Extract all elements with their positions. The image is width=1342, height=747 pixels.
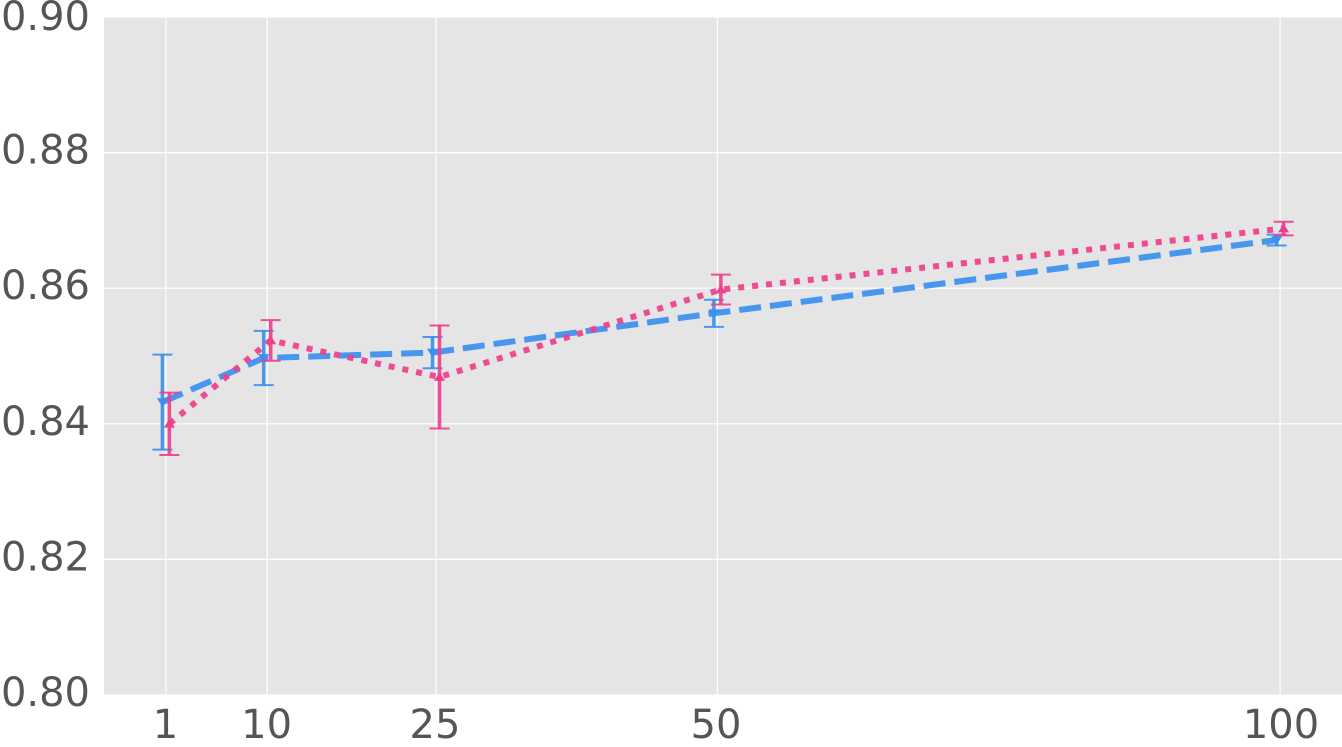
y-tick-label: 0.80 bbox=[1, 670, 90, 716]
data-point-marker bbox=[1271, 236, 1283, 246]
x-tick-label: 50 bbox=[691, 702, 742, 747]
data-point-marker bbox=[258, 354, 270, 363]
y-tick-label: 0.82 bbox=[1, 534, 90, 580]
data-point-marker bbox=[434, 372, 446, 381]
series-line bbox=[167, 225, 1284, 427]
x-tick-label: 10 bbox=[241, 702, 292, 747]
series-2 bbox=[159, 220, 1294, 456]
y-axis: 0.80 0.82 0.84 0.86 0.88 0.90 bbox=[1, 0, 90, 716]
grid-lines bbox=[104, 16, 1342, 696]
y-tick-label: 0.88 bbox=[1, 128, 90, 174]
y-tick-label: 0.84 bbox=[1, 399, 90, 445]
y-tick-label: 0.86 bbox=[1, 263, 90, 309]
data-point-marker bbox=[265, 335, 277, 345]
x-tick-label: 25 bbox=[410, 702, 461, 747]
y-tick-label: 0.90 bbox=[1, 0, 90, 40]
data-point-marker bbox=[156, 398, 168, 408]
data-point-marker bbox=[715, 284, 727, 294]
data-point-marker bbox=[163, 418, 175, 428]
x-axis: 1 10 25 50 100 bbox=[153, 702, 1319, 747]
series-layer bbox=[152, 220, 1294, 456]
data-point-marker bbox=[1278, 223, 1290, 233]
x-tick-label: 1 bbox=[153, 702, 178, 747]
x-tick-label: 100 bbox=[1243, 702, 1319, 747]
data-point-marker bbox=[708, 309, 720, 319]
data-point-marker bbox=[427, 348, 439, 358]
